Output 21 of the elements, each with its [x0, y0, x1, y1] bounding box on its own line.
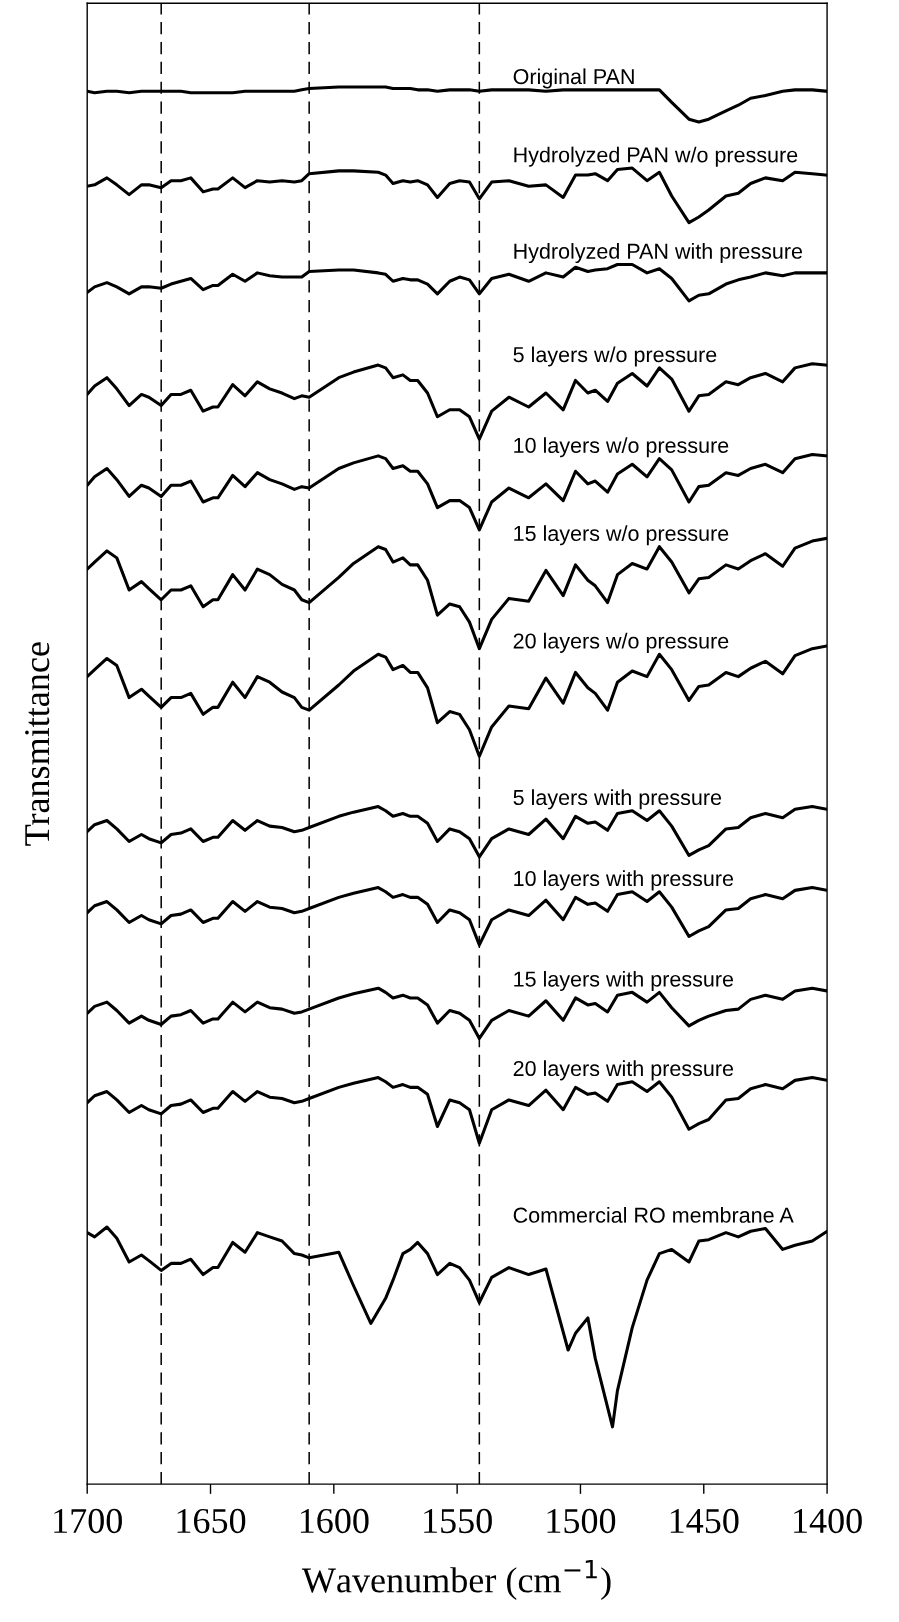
x-axis-title: Wavenumber (cm$^{−1}$) — [301, 1559, 611, 1600]
x-tick-label: 1650 — [177, 1508, 246, 1534]
x-tick-label: 1550 — [424, 1508, 492, 1534]
series-label: Hydrolyzed PAN w/o pressure — [514, 146, 798, 167]
series-label: Original PAN — [513, 68, 634, 89]
series-label: 5 layers with pressure — [513, 789, 722, 810]
series-label: 20 layers w/o pressure — [513, 632, 729, 653]
series-label: 20 layers with pressure — [513, 1060, 734, 1081]
series-label: 15 layers with pressure — [514, 970, 734, 991]
x-tick-label: 1700 — [54, 1508, 122, 1534]
series-label: 10 layers w/o pressure — [514, 437, 729, 458]
series-label: 15 layers w/o pressure — [514, 525, 729, 546]
series-label: Hydrolyzed PAN with pressure — [514, 243, 803, 264]
x-tick-label: 1400 — [794, 1508, 862, 1534]
series-label: 10 layers with pressure — [514, 870, 734, 891]
series-label: 5 layers w/o pressure — [513, 346, 717, 367]
y-axis-title: Transmittance — [25, 642, 50, 846]
x-tick-label: 1450 — [670, 1508, 739, 1534]
x-tick-label: 1600 — [300, 1508, 369, 1534]
x-tick-label: 1500 — [547, 1508, 616, 1534]
series-label: Commercial RO membrane A — [513, 1207, 794, 1223]
